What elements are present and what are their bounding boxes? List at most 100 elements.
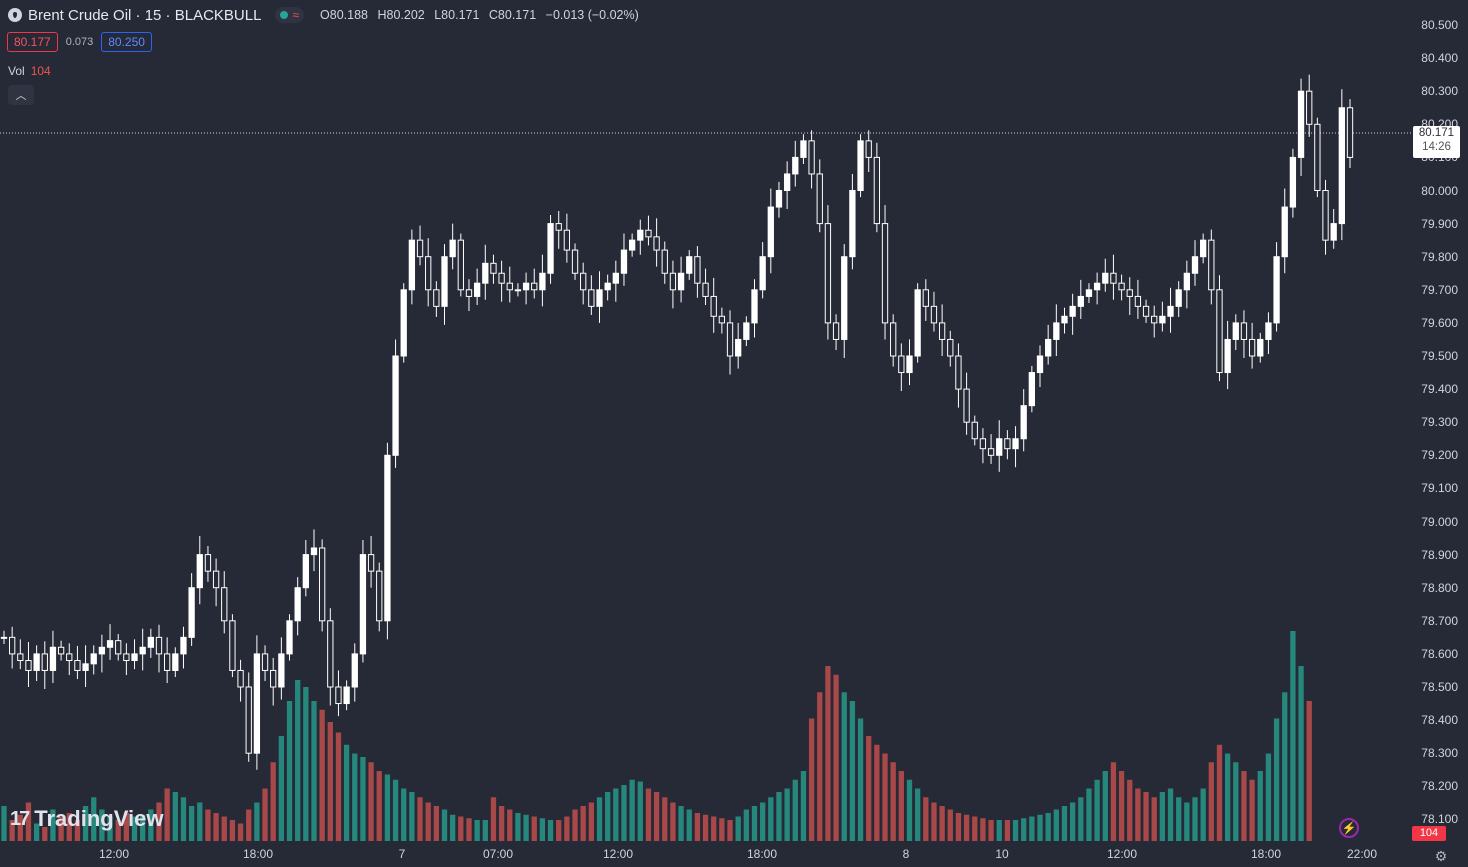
volume-bar — [140, 814, 146, 841]
volume-legend[interactable]: Vol 104 — [8, 64, 51, 78]
spread-value: 0.073 — [65, 36, 94, 48]
volume-bar — [898, 771, 904, 841]
candle-body — [612, 272, 619, 284]
candle-body — [123, 653, 130, 662]
volume-bar — [1127, 779, 1133, 841]
candle-body — [922, 289, 929, 307]
candle-body — [392, 355, 399, 456]
candle-body — [425, 256, 432, 291]
candle-body — [1028, 372, 1036, 407]
volume-bar — [768, 797, 774, 841]
volume-bar — [613, 788, 619, 841]
price-axis-label: 79.100 — [1421, 481, 1458, 496]
volume-bar — [637, 781, 643, 841]
candle-body — [1110, 272, 1117, 284]
volume-bar — [131, 816, 138, 841]
volume-bar — [441, 809, 448, 841]
volume-bar — [556, 820, 562, 841]
candle-body — [890, 322, 897, 357]
symbol-legend[interactable]: Brent Crude Oil · 15 · BLACKBULL ≈ O80.1… — [8, 5, 645, 25]
price-axis-label: 79.000 — [1421, 514, 1458, 529]
volume-bar — [156, 802, 162, 841]
volume-bar — [1176, 797, 1182, 841]
volume-bar — [229, 820, 236, 841]
price-axis-label: 79.800 — [1421, 249, 1458, 264]
settings-gear-icon[interactable]: ⚙ — [1434, 848, 1448, 864]
ohlc-values: O80.188 H80.202 L80.171 C80.171 −0.013 (… — [320, 8, 645, 22]
lightning-icon[interactable]: ⚡ — [1339, 818, 1359, 838]
candle-body — [653, 236, 660, 251]
candle-body — [33, 653, 40, 671]
tradingview-logo[interactable]: 17 TradingView — [10, 806, 163, 832]
candle-body — [1265, 322, 1272, 340]
candle-body — [792, 156, 799, 175]
time-axis-label: 12:00 — [1106, 847, 1138, 861]
volume-bar — [123, 813, 130, 841]
volume-bar — [25, 802, 32, 841]
candle-body — [637, 229, 644, 241]
volume-bar — [1143, 792, 1149, 841]
ohlc-low: L80.171 — [434, 8, 480, 22]
price-axis-label: 80.300 — [1421, 84, 1458, 99]
candle-body — [433, 289, 440, 307]
collapse-legend-button[interactable]: ︿ — [8, 85, 34, 105]
candle-body — [971, 421, 978, 440]
volume-bar — [1021, 818, 1027, 841]
volume-bar — [327, 722, 333, 841]
buy-button[interactable]: 80.250 — [101, 32, 152, 52]
candle-body — [628, 239, 636, 251]
price-axis-label: 78.200 — [1421, 779, 1458, 794]
volume-bar — [42, 827, 48, 841]
candle-body — [57, 646, 65, 655]
sell-button[interactable]: 80.177 — [7, 32, 58, 52]
candle-body — [261, 653, 269, 671]
candle-body — [49, 646, 57, 671]
volume-bar — [1306, 701, 1312, 841]
volume-bar — [874, 744, 880, 841]
candle-body — [318, 547, 326, 622]
candle-body — [286, 620, 293, 655]
candle-body — [930, 305, 938, 324]
candle-body — [800, 140, 807, 158]
candle-body — [1314, 123, 1321, 191]
candle-body — [343, 686, 350, 705]
candle-body — [294, 587, 301, 622]
candle-body — [408, 239, 416, 291]
volume-bar — [1216, 744, 1223, 841]
volume-bar — [376, 771, 382, 841]
volume-bar — [1249, 779, 1255, 841]
volume-bar — [1118, 771, 1125, 841]
volume-bar — [99, 809, 105, 841]
volume-bar — [1224, 753, 1231, 841]
volume-bar — [539, 818, 546, 841]
volume-bar — [662, 797, 668, 841]
candle-body — [963, 388, 970, 423]
volume-bar — [988, 820, 994, 841]
volume-bar — [980, 818, 986, 841]
volume-bar — [711, 816, 717, 841]
volume-bar — [1265, 753, 1272, 841]
volume-bar — [213, 813, 219, 841]
volume-bar — [776, 792, 782, 841]
candle-body — [824, 223, 832, 324]
candle-body — [1118, 282, 1125, 291]
volume-bar — [82, 806, 89, 841]
symbol-title[interactable]: Brent Crude Oil · 15 · BLACKBULL — [28, 6, 262, 24]
candle-body — [490, 262, 497, 274]
volume-bar — [1053, 809, 1059, 841]
volume-bar — [719, 818, 725, 841]
volume-bar — [1135, 788, 1141, 841]
volume-bar — [74, 820, 81, 841]
volume-bar — [17, 814, 23, 841]
price-axis-label: 78.800 — [1421, 580, 1458, 595]
volume-bar — [906, 779, 913, 841]
candle-body — [767, 206, 774, 258]
tradingview-logo-icon: 17 — [10, 807, 30, 830]
volume-bar — [1257, 771, 1263, 841]
volume-bar — [270, 762, 276, 841]
market-status-pill[interactable]: ≈ — [275, 7, 305, 23]
candle-body — [645, 229, 652, 238]
candle-body — [1012, 438, 1019, 450]
volume-bar — [515, 813, 521, 841]
